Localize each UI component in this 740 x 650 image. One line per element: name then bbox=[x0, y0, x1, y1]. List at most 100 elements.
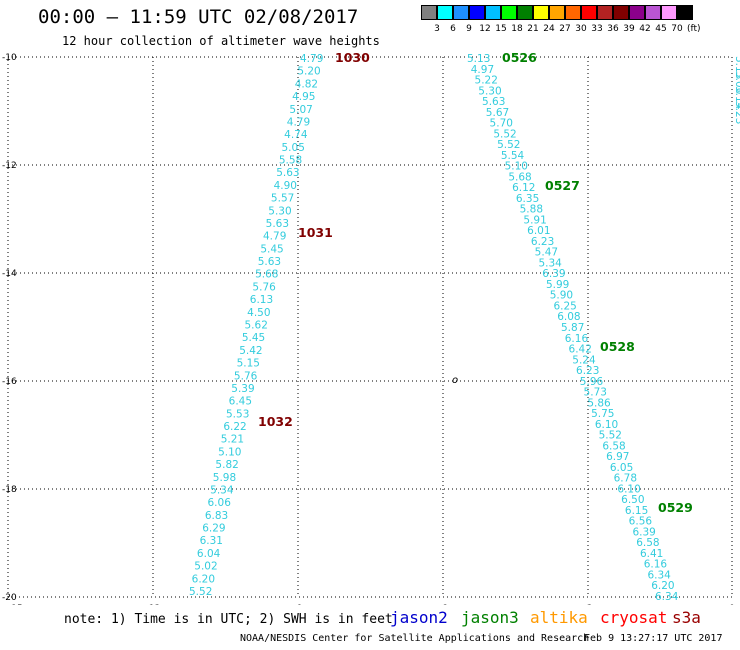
wave-height-value: 5.52 bbox=[493, 128, 516, 140]
wave-height-value: 5.87 bbox=[561, 322, 584, 334]
x-tick-label: -12 bbox=[146, 604, 161, 605]
wave-height-value: 5.99 bbox=[546, 279, 569, 291]
wave-height-value: 4.79 bbox=[300, 53, 323, 65]
legend-label: 9 bbox=[466, 24, 472, 34]
wave-height-value: 6.29 bbox=[202, 523, 225, 535]
wave-height-value: 5.52 bbox=[599, 430, 622, 442]
legend-swatch bbox=[549, 5, 565, 20]
legend-satellite-jason2: jason2 bbox=[390, 608, 448, 627]
wave-height-value: 5.67 bbox=[486, 107, 509, 119]
wave-height-value: 5.76 bbox=[234, 370, 258, 382]
wave-height-value: 6.45 bbox=[229, 396, 252, 408]
wave-height-value: 5.68 bbox=[255, 269, 278, 281]
wave-height-value: 4.79 bbox=[287, 116, 310, 128]
legend-swatch bbox=[469, 5, 485, 20]
wave-height-value: 5.62 bbox=[245, 320, 268, 332]
legend-satellite-cryosat: cryosat bbox=[600, 608, 668, 627]
wave-height-value: 6.34 bbox=[655, 591, 679, 603]
wave-height-value: 4.95 bbox=[292, 91, 315, 103]
wave-height-value: 5.82 bbox=[215, 459, 238, 471]
legend-swatch bbox=[565, 5, 581, 20]
chart-title: 00:00 — 11:59 UTC 02/08/2017 bbox=[38, 6, 359, 28]
generation-timestamp: Feb 9 13:27:17 UTC 2017 bbox=[584, 633, 723, 644]
legend-unit: (ft) bbox=[687, 24, 701, 34]
wave-height-value: 5.57 bbox=[271, 193, 294, 205]
y-tick-label: -10 bbox=[2, 53, 17, 63]
wave-height-value: 6.97 bbox=[606, 451, 629, 463]
credit-line: NOAA/NESDIS Center for Satellite Applica… bbox=[240, 633, 590, 644]
legend-swatch bbox=[629, 5, 645, 20]
wave-height-value: 6.35 bbox=[516, 193, 539, 205]
wave-height-value: 4.74 bbox=[284, 129, 308, 141]
legend-swatch bbox=[437, 5, 453, 20]
legend-label: 45 bbox=[655, 24, 667, 34]
y-tick-label: -14 bbox=[2, 269, 17, 279]
legend-label: 39 bbox=[623, 24, 635, 34]
wave-height-value: 5.30 bbox=[478, 85, 501, 97]
time-label: 0529 bbox=[658, 500, 693, 515]
wave-height-value: 5.10 bbox=[505, 161, 528, 173]
wave-height-value: 6.01 bbox=[527, 225, 550, 237]
wave-height-value: 5.00 bbox=[733, 71, 740, 94]
wave-height-value: 5.63 bbox=[482, 96, 505, 108]
wave-height-value: 6.06 bbox=[208, 497, 232, 509]
wave-height-value: 6.08 bbox=[557, 311, 580, 323]
wave-height-value: 6.12 bbox=[512, 182, 535, 194]
wave-height-value: 5.70 bbox=[490, 118, 513, 130]
legend-label: 12 bbox=[479, 24, 491, 34]
time-label: 0527 bbox=[545, 178, 580, 193]
time-label: 1031 bbox=[298, 225, 333, 240]
footer-note: note: 1) Time is in UTC; 2) SWH is in fe… bbox=[64, 612, 393, 627]
wave-height-value: 4.82 bbox=[295, 78, 318, 90]
wave-height-value: 5.34 bbox=[538, 257, 562, 269]
y-tick-label: -12 bbox=[2, 161, 17, 171]
wave-height-value: 5.47 bbox=[535, 247, 558, 259]
wave-height-value: 4.50 bbox=[247, 307, 270, 319]
wave-height-value: 5.05 bbox=[282, 142, 305, 154]
wave-height-value: 6.78 bbox=[614, 473, 637, 485]
wave-height-value: 6.39 bbox=[632, 526, 655, 538]
wave-height-value: 5.63 bbox=[276, 167, 299, 179]
legend-swatch bbox=[501, 5, 517, 20]
wave-height-map: -15-12-9-6-30-10-12-14-16-18-20 4.795.20… bbox=[2, 50, 740, 605]
wave-height-value: 6.10 bbox=[595, 419, 618, 431]
wave-height-value: 6.42 bbox=[569, 344, 592, 356]
wave-height-value: 5.73 bbox=[584, 387, 607, 399]
wave-height-value: 5.76 bbox=[252, 281, 276, 293]
x-tick-label: -9 bbox=[294, 604, 303, 605]
x-tick-label: -6 bbox=[439, 604, 448, 605]
wave-height-value: 5.22 bbox=[475, 75, 498, 87]
wave-height-value: 6.25 bbox=[553, 300, 576, 312]
map-frame bbox=[7, 56, 733, 598]
legend-satellite-altika: altika bbox=[530, 608, 588, 627]
x-tick-label: -3 bbox=[584, 604, 593, 605]
wave-height-value: 5.63 bbox=[266, 218, 289, 230]
wave-height-value: 5.54 bbox=[501, 150, 525, 162]
wave-height-value: 5.98 bbox=[213, 472, 236, 484]
wave-height-value: 6.20 bbox=[651, 580, 674, 592]
legend-label: 30 bbox=[575, 24, 587, 34]
wave-height-value: 5.63 bbox=[258, 256, 281, 268]
wave-height-value: 5.88 bbox=[520, 204, 543, 216]
legend-swatch bbox=[517, 5, 533, 20]
wave-height-value: 5.90 bbox=[550, 290, 573, 302]
wave-height-value: 5.34 bbox=[210, 484, 234, 496]
x-tick-label: 0 bbox=[729, 604, 735, 605]
wave-height-value: 6.50 bbox=[621, 494, 644, 506]
wave-height-value: 6.41 bbox=[640, 548, 663, 560]
wave-height-value: 4.97 bbox=[471, 64, 494, 76]
wave-height-value: 4.79 bbox=[263, 231, 286, 243]
legend-label: 27 bbox=[559, 24, 571, 34]
wave-height-value: 6.23 bbox=[531, 236, 554, 248]
wave-height-value: 5.39 bbox=[231, 383, 254, 395]
legend-swatch bbox=[597, 5, 613, 20]
wave-height-value: 5.02 bbox=[194, 561, 217, 573]
altimeter-tracks: 4.795.204.824.955.074.794.745.055.585.63… bbox=[189, 53, 740, 603]
wave-height-value: 5.45 bbox=[260, 243, 283, 255]
wave-height-value: 5.45 bbox=[242, 332, 265, 344]
wave-height-value: 6.05 bbox=[610, 462, 633, 474]
wave-height-value: 5.24 bbox=[572, 354, 596, 366]
legend-swatch bbox=[485, 5, 501, 20]
chart-subtitle: 12 hour collection of altimeter wave hei… bbox=[62, 34, 380, 48]
wave-height-value: 5.13 bbox=[733, 56, 740, 79]
